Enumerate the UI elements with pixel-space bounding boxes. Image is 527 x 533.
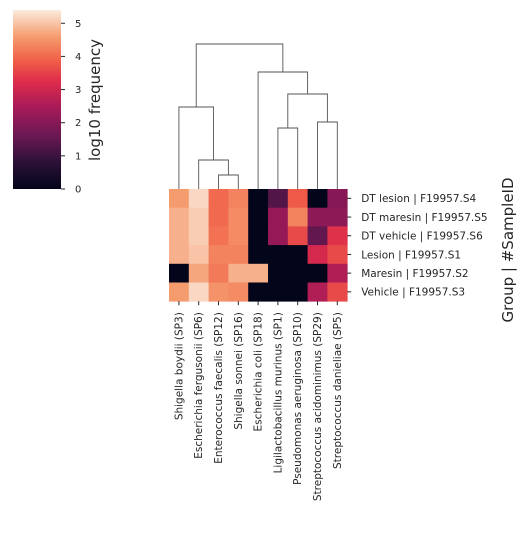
heatmap-cell bbox=[287, 282, 308, 302]
column-labels: Shigella boydii (SP3) Escherichia ferguso… bbox=[173, 301, 344, 501]
heatmap-cell bbox=[287, 263, 308, 283]
heatmap-cell bbox=[327, 207, 348, 227]
heatmap-cell bbox=[248, 282, 269, 302]
heatmap-cell bbox=[307, 207, 328, 227]
heatmap-cell bbox=[327, 226, 348, 246]
heatmap-cell bbox=[169, 207, 190, 227]
row-label: DT vehicle | F19957.S6 bbox=[361, 231, 483, 243]
dendrogram-link bbox=[178, 106, 214, 189]
column-label: Shigella boydii (SP3) bbox=[173, 312, 185, 420]
heatmap-cell bbox=[287, 189, 308, 209]
heatmap-cell bbox=[268, 189, 289, 209]
dendrogram-link bbox=[277, 127, 299, 189]
colorbar-label: log10 frequency bbox=[86, 39, 104, 161]
row-labels: DT lesion | F19957.S4 DT maresin | F19957… bbox=[347, 193, 488, 299]
column-dendrogram bbox=[178, 43, 338, 189]
colorbar-gradient bbox=[13, 10, 61, 189]
heatmap-cell bbox=[208, 207, 229, 227]
column-label: Streptococcus acidominimus (SP29) bbox=[312, 312, 324, 501]
colorbar-tick-label: 3 bbox=[75, 85, 81, 96]
heatmap-cell bbox=[327, 245, 348, 265]
heatmap-cell bbox=[268, 245, 289, 265]
heatmap-cell bbox=[248, 207, 269, 227]
column-label: Escherichia fergusonii (SP6) bbox=[193, 312, 205, 459]
heatmap-cell bbox=[268, 263, 289, 283]
heatmap-cell bbox=[248, 263, 269, 283]
heatmap-cell bbox=[169, 263, 190, 283]
heatmap-cell bbox=[208, 189, 229, 209]
heatmap-cell bbox=[248, 226, 269, 246]
heatmap-cell bbox=[208, 282, 229, 302]
dendrogram-link bbox=[257, 71, 309, 189]
heatmap-cell bbox=[188, 245, 209, 265]
colorbar-tick-label: 0 bbox=[75, 185, 81, 196]
heatmap-cell bbox=[208, 245, 229, 265]
heatmap-cell bbox=[208, 226, 229, 246]
colorbar-tick-label: 4 bbox=[75, 52, 81, 63]
heatmap-cell bbox=[268, 226, 289, 246]
heatmap-cell bbox=[169, 282, 190, 302]
heatmap-cell bbox=[327, 189, 348, 209]
dendrogram-link bbox=[287, 93, 328, 128]
heatmap-cell bbox=[268, 207, 289, 227]
column-label: Escherichia coli (SP18) bbox=[253, 312, 265, 431]
heatmap-cell bbox=[188, 189, 209, 209]
colorbar-tick-label: 2 bbox=[75, 118, 81, 129]
row-label: Maresin | F19957.S2 bbox=[361, 268, 468, 280]
heatmap-cell bbox=[287, 207, 308, 227]
heatmap-cell bbox=[188, 226, 209, 246]
dendrogram-link bbox=[317, 121, 338, 189]
heatmap-cell bbox=[228, 282, 249, 302]
colorbar-tick-label: 1 bbox=[75, 151, 81, 162]
heatmap-cell bbox=[228, 207, 249, 227]
heatmap-cell bbox=[307, 189, 328, 209]
heatmap-cell bbox=[287, 245, 308, 265]
heatmap-cell bbox=[169, 226, 190, 246]
row-label: DT lesion | F19957.S4 bbox=[361, 193, 476, 205]
y-axis-label: Group | #SampleID bbox=[499, 177, 517, 322]
column-label: Pseudomonas aeruginosa (SP10) bbox=[292, 312, 304, 485]
column-label: Ligilactobacillus murinus (SP1) bbox=[272, 312, 284, 473]
row-label: Vehicle | F19957.S3 bbox=[361, 287, 465, 299]
heatmap-cell bbox=[287, 226, 308, 246]
heatmap-cell bbox=[307, 263, 328, 283]
heatmap-cell bbox=[228, 263, 249, 283]
heatmap-cell bbox=[268, 282, 289, 302]
heatmap-cell bbox=[327, 282, 348, 302]
dendrogram-link bbox=[195, 43, 284, 107]
heatmap-cell bbox=[307, 282, 328, 302]
heatmap-cell bbox=[307, 245, 328, 265]
heatmap-cell bbox=[208, 263, 229, 283]
heatmap-cell bbox=[248, 189, 269, 209]
column-label: Streptococcus danieliae (SP5) bbox=[332, 312, 344, 469]
row-label: DT maresin | F19957.S5 bbox=[361, 212, 487, 224]
heatmap-cell bbox=[327, 263, 348, 283]
heatmap-cells bbox=[169, 189, 348, 302]
heatmap-cell bbox=[169, 189, 190, 209]
column-label: Shigella sonnei (SP16) bbox=[233, 312, 245, 429]
heatmap-cell bbox=[188, 282, 209, 302]
dendrogram-link bbox=[198, 159, 229, 189]
colorbar: 0 1 2 3 4 5 bbox=[13, 10, 81, 196]
heatmap-cell bbox=[228, 189, 249, 209]
heatmap-cell bbox=[248, 245, 269, 265]
heatmap-cell bbox=[169, 245, 190, 265]
column-label: Enterococcus faecalis (SP12) bbox=[213, 312, 225, 464]
heatmap-cell bbox=[228, 226, 249, 246]
heatmap-cell bbox=[188, 263, 209, 283]
row-label: Lesion | F19957.S1 bbox=[361, 249, 461, 261]
heatmap-cell bbox=[188, 207, 209, 227]
heatmap-cell bbox=[228, 245, 249, 265]
dendrogram-link bbox=[218, 174, 239, 189]
colorbar-tick-label: 5 bbox=[75, 19, 81, 30]
heatmap-cell bbox=[307, 226, 328, 246]
